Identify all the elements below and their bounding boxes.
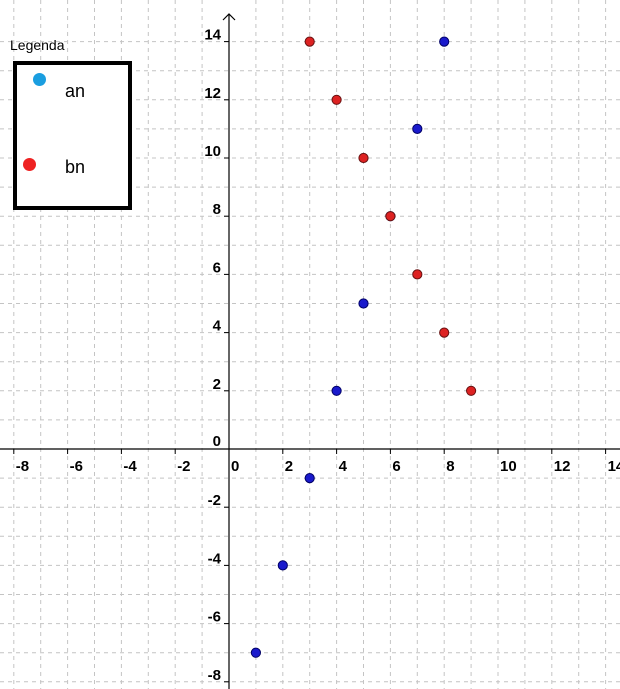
data-point-an	[358, 298, 369, 309]
data-point-an	[331, 385, 342, 396]
data-point-bn	[331, 94, 342, 105]
data-point-an	[439, 36, 450, 47]
x-tick-label: -8	[16, 458, 29, 475]
data-point-an	[277, 560, 288, 571]
data-points	[250, 36, 477, 658]
y-tick-label: 2	[213, 376, 221, 393]
y-tick-label: -2	[208, 492, 221, 509]
data-point-bn	[304, 36, 315, 47]
axes	[0, 13, 620, 689]
data-point-bn	[466, 385, 477, 396]
legend-label-bn: bn	[65, 157, 86, 177]
y-tick-label: 14	[204, 27, 221, 44]
y-tick-label: 6	[213, 259, 221, 276]
x-tick-label: 2	[285, 458, 293, 475]
data-point-bn	[439, 327, 450, 338]
x-tick-label: 10	[500, 458, 517, 475]
legend-label-an: an	[65, 81, 86, 101]
y-tick-label: 12	[204, 85, 221, 102]
x-tick-label: 14	[608, 458, 620, 475]
y-tick-label: -6	[208, 609, 221, 626]
x-tick-label: -4	[123, 458, 137, 475]
data-point-bn	[385, 211, 396, 222]
x-tick-label: -6	[70, 458, 83, 475]
y-tick-label: -8	[208, 667, 221, 684]
tick-labels: -8 -6 -4 -2 0 2 4 6 8 10 12 14 -8 -6 -4 -2 0 2 4 6 8 10 12 14	[16, 27, 620, 684]
legend-marker-an	[33, 73, 46, 86]
y-axis-arrow	[222, 13, 236, 21]
legend-marker-bn	[23, 158, 36, 171]
data-point-bn	[412, 269, 423, 280]
x-tick-label: 4	[339, 458, 348, 475]
x-tick-label: 12	[554, 458, 571, 475]
y-tick-label: -4	[208, 550, 222, 567]
legend: an bn	[13, 61, 132, 210]
y-tick-label: 0	[213, 433, 221, 450]
x-tick-label: -2	[177, 458, 190, 475]
y-tick-label: 10	[204, 143, 221, 160]
x-tick-label: 8	[446, 458, 454, 475]
x-tick-label: 6	[392, 458, 400, 475]
y-tick-label: 8	[213, 201, 221, 218]
data-point-an	[250, 647, 261, 658]
data-point-an	[412, 123, 423, 134]
legend-title: Legenda	[10, 37, 65, 53]
data-point-an	[304, 473, 315, 484]
data-point-bn	[358, 152, 369, 164]
y-tick-label: 4	[213, 318, 222, 335]
x-tick-label: 0	[231, 458, 239, 475]
